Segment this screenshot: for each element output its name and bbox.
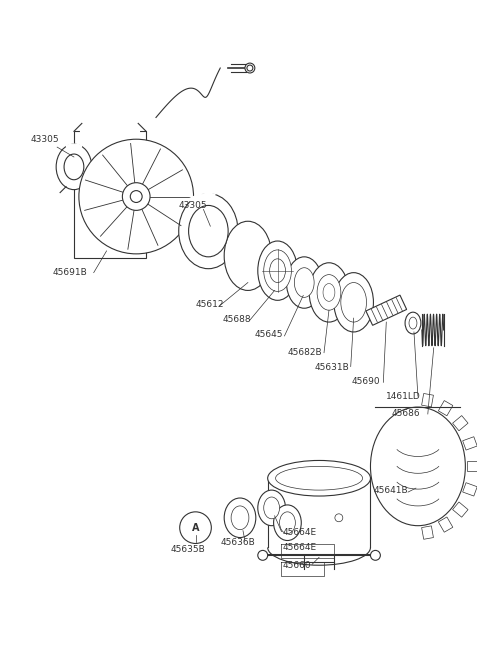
Ellipse shape [224,221,272,291]
Polygon shape [421,526,433,539]
Ellipse shape [258,490,286,525]
Ellipse shape [371,407,466,525]
Polygon shape [468,461,479,471]
Ellipse shape [79,139,193,254]
Ellipse shape [264,497,279,519]
Text: 1461LD: 1461LD [386,392,421,401]
Ellipse shape [268,461,371,496]
Ellipse shape [323,283,335,301]
Ellipse shape [258,241,297,300]
Bar [74,131,146,258]
Ellipse shape [122,183,150,211]
Ellipse shape [189,205,228,257]
Ellipse shape [270,259,286,283]
Ellipse shape [294,268,314,297]
Ellipse shape [224,498,256,537]
Text: 45641B: 45641B [373,486,408,495]
Ellipse shape [371,550,380,560]
Polygon shape [463,483,477,496]
Text: 45690: 45690 [352,377,380,386]
Ellipse shape [287,257,322,308]
Ellipse shape [247,65,253,71]
Ellipse shape [274,505,301,541]
Text: 45691B: 45691B [52,268,87,277]
Ellipse shape [335,514,343,522]
Ellipse shape [409,317,417,329]
Ellipse shape [317,275,341,310]
Ellipse shape [279,512,295,533]
Wedge shape [190,194,215,207]
Ellipse shape [258,550,268,560]
Text: 45635B: 45635B [171,545,205,554]
Ellipse shape [130,191,142,203]
Ellipse shape [231,506,249,529]
Polygon shape [463,437,477,450]
Polygon shape [366,295,407,325]
Text: 43305: 43305 [30,135,59,144]
Ellipse shape [64,154,84,180]
Text: 45664E: 45664E [283,543,317,552]
Ellipse shape [264,250,291,291]
Polygon shape [453,502,468,517]
Polygon shape [438,401,453,416]
Text: 45664E: 45664E [283,527,317,537]
Text: 45631B: 45631B [314,363,349,371]
Text: 45686: 45686 [391,409,420,418]
Ellipse shape [334,273,373,332]
Polygon shape [453,416,468,431]
Text: 45612: 45612 [195,300,224,310]
Text: 45682B: 45682B [288,348,322,357]
Ellipse shape [245,63,255,73]
Ellipse shape [309,263,349,322]
Text: 45636B: 45636B [220,537,255,546]
Ellipse shape [405,312,421,334]
Text: A: A [192,523,199,533]
Ellipse shape [180,512,211,543]
Ellipse shape [341,283,367,322]
Text: 45660: 45660 [283,562,311,570]
Polygon shape [421,394,433,407]
Text: 45688: 45688 [222,315,251,324]
Wedge shape [66,144,82,153]
Text: 45645: 45645 [255,330,283,339]
Polygon shape [438,517,453,532]
Text: 43305: 43305 [179,201,207,211]
Ellipse shape [179,194,238,269]
Ellipse shape [56,144,92,190]
